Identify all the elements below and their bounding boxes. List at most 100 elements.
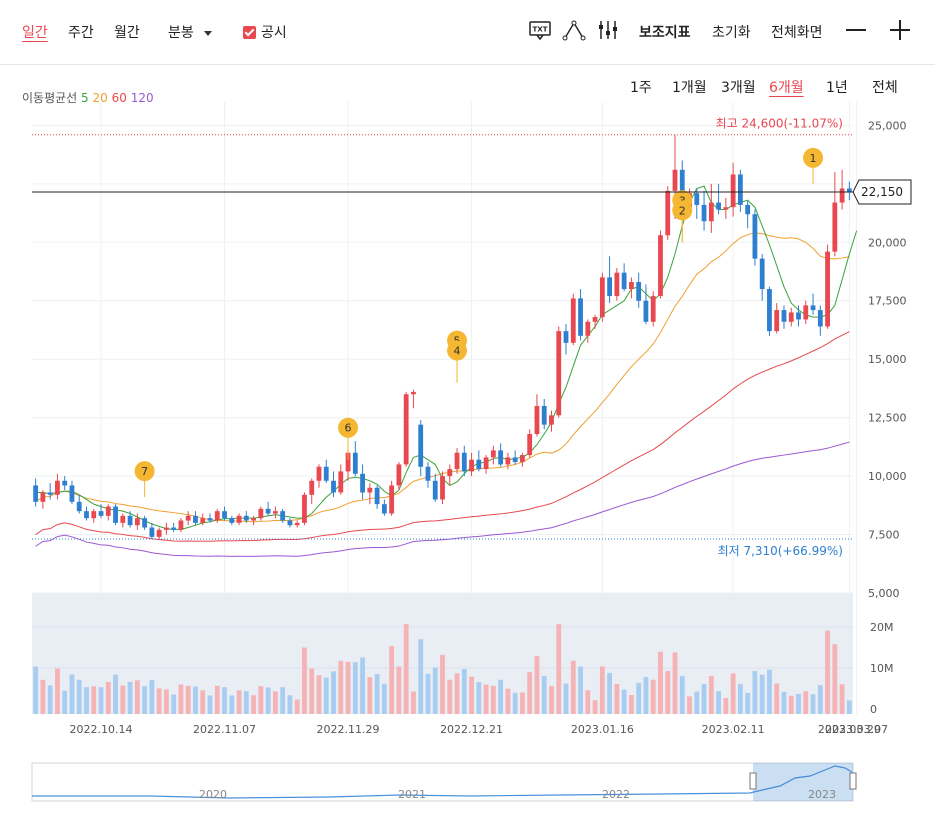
disclosure-checkbox[interactable]: 공시 xyxy=(243,22,287,42)
tab-monthly[interactable]: 월간 xyxy=(114,25,140,41)
volume-bar xyxy=(287,695,293,714)
candle-body xyxy=(91,511,97,519)
volume-bar xyxy=(280,687,286,714)
zoom-in-icon[interactable] xyxy=(889,18,911,42)
range-1w[interactable]: 1주 xyxy=(630,80,652,96)
minute-dropdown[interactable]: 분봉 xyxy=(168,22,212,42)
candle-body xyxy=(127,515,133,526)
volume-bar xyxy=(164,689,169,714)
candle-body xyxy=(47,492,53,495)
moving-average-label: 이동평균선 xyxy=(22,91,78,105)
candle-body xyxy=(490,450,496,458)
ma20-label: 20 xyxy=(92,91,108,105)
volume-bar xyxy=(607,672,613,714)
grid xyxy=(32,102,858,714)
candle-body xyxy=(825,251,830,327)
volume-bar xyxy=(178,684,184,714)
price-tick-label: 25,000 xyxy=(868,119,907,132)
indicator-settings-icon[interactable] xyxy=(596,18,620,42)
ma5-label: 5 xyxy=(81,91,89,105)
volume-bar xyxy=(40,679,46,714)
candle-body xyxy=(534,405,540,435)
volume-bar xyxy=(222,687,227,714)
volume-bar xyxy=(149,679,155,714)
price-tick-label: 10,000 xyxy=(868,470,907,483)
navigator-left-handle[interactable] xyxy=(749,772,757,790)
fullscreen-button[interactable]: 전체화면 xyxy=(771,25,823,41)
tab-daily[interactable]: 일간 xyxy=(22,25,48,41)
volume-grid xyxy=(32,626,853,669)
navigator-right-handle[interactable] xyxy=(849,772,857,790)
navigator-window[interactable] xyxy=(753,763,853,801)
candle-body xyxy=(759,258,765,290)
candle-body xyxy=(345,452,351,472)
candle-body xyxy=(40,492,46,502)
candle-body xyxy=(316,466,322,481)
candle-body xyxy=(113,506,118,523)
volume-bar xyxy=(76,679,82,714)
high-label: 최고 24,600(-11.07%) xyxy=(716,117,843,131)
volume-bar xyxy=(120,685,126,714)
reset-button[interactable]: 초기화 xyxy=(712,25,751,41)
volume-bar xyxy=(69,674,75,714)
candle-body xyxy=(33,485,39,502)
navigator-line xyxy=(32,765,853,799)
date-tick-label: 2023.03.29 xyxy=(818,723,881,736)
volume-bar xyxy=(781,691,787,714)
candle-body xyxy=(796,312,801,320)
candle-body xyxy=(643,300,649,322)
candle-body xyxy=(672,169,678,191)
disclosure-marker-label: 1 xyxy=(810,152,817,165)
candle-body xyxy=(527,434,533,456)
volume-bar xyxy=(505,688,511,714)
volume-bar xyxy=(730,673,736,714)
volume-bar xyxy=(323,677,329,714)
range-6m[interactable]: 6개월 xyxy=(769,80,804,96)
range-3m[interactable]: 3개월 xyxy=(721,80,756,96)
volume-bar xyxy=(512,692,518,714)
candle-body xyxy=(265,508,271,514)
volume-bar xyxy=(846,700,852,714)
range-all[interactable]: 전체 xyxy=(872,80,898,96)
volume-bar xyxy=(817,685,823,714)
candle-body xyxy=(323,466,329,481)
candle-body xyxy=(374,487,380,505)
candle-body xyxy=(389,485,395,514)
volume-panel xyxy=(32,593,853,714)
candle-body xyxy=(164,527,169,530)
disclosure-marker xyxy=(447,330,468,351)
volume-bar xyxy=(367,677,373,714)
volume-bar xyxy=(243,691,249,714)
volume-bar xyxy=(418,639,424,714)
candle-body xyxy=(302,494,307,523)
zoom-out-icon[interactable] xyxy=(845,18,867,42)
range-1y[interactable]: 1년 xyxy=(826,80,848,96)
volume-bar xyxy=(527,672,533,714)
candle-body xyxy=(541,405,547,425)
range-1m[interactable]: 1개월 xyxy=(672,80,707,96)
candle-body xyxy=(360,473,365,493)
indicator-button[interactable]: 보조지표 xyxy=(639,25,691,41)
tab-weekly[interactable]: 주간 xyxy=(68,25,94,41)
candle-body xyxy=(55,480,60,495)
price-tick-label: 15,000 xyxy=(868,353,907,366)
volume-bar xyxy=(490,685,496,714)
candle-body xyxy=(483,457,489,470)
candle-body xyxy=(549,415,554,425)
volume-axis: 20M 10M 0 xyxy=(870,621,894,716)
volume-bar xyxy=(643,677,649,714)
candle-body xyxy=(607,277,613,297)
volume-bar xyxy=(200,690,206,714)
candle-body xyxy=(563,331,569,343)
volume-bar xyxy=(272,691,278,714)
volume-bar xyxy=(614,683,620,714)
volume-bar xyxy=(251,695,256,714)
price-tick-label: 5,000 xyxy=(868,587,900,600)
volume-bar xyxy=(454,673,460,714)
top-toolbar: 일간 주간 월간 분봉 공시 TXT 보조지표 초기화 전체화면 xyxy=(0,0,935,65)
candle-body xyxy=(665,190,671,236)
draw-line-icon[interactable] xyxy=(562,18,586,42)
volume-bar xyxy=(62,690,68,714)
txt-icon[interactable]: TXT xyxy=(528,18,552,42)
